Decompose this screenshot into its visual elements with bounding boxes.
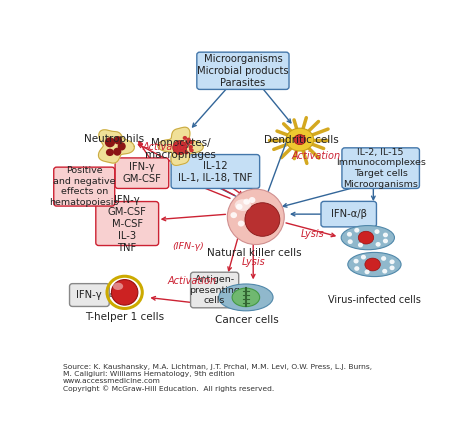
Text: Virus-infected cells: Virus-infected cells bbox=[328, 295, 421, 305]
Text: IFN-γ: IFN-γ bbox=[76, 290, 102, 300]
Circle shape bbox=[189, 145, 193, 149]
Text: Antigen-
presenting
cells: Antigen- presenting cells bbox=[189, 275, 240, 305]
Text: Natural killer cells: Natural killer cells bbox=[207, 248, 301, 258]
Circle shape bbox=[390, 266, 395, 270]
Circle shape bbox=[185, 140, 189, 144]
Ellipse shape bbox=[294, 135, 306, 145]
FancyBboxPatch shape bbox=[321, 201, 376, 227]
Circle shape bbox=[383, 232, 388, 237]
Circle shape bbox=[189, 148, 194, 152]
Circle shape bbox=[182, 136, 187, 140]
Circle shape bbox=[374, 229, 380, 234]
Circle shape bbox=[184, 150, 189, 154]
Circle shape bbox=[186, 138, 191, 142]
Ellipse shape bbox=[286, 128, 314, 151]
Polygon shape bbox=[99, 130, 134, 163]
Circle shape bbox=[236, 204, 243, 210]
FancyBboxPatch shape bbox=[115, 158, 169, 188]
Circle shape bbox=[382, 269, 387, 273]
Circle shape bbox=[347, 232, 352, 237]
Ellipse shape bbox=[111, 279, 138, 305]
Circle shape bbox=[383, 238, 388, 243]
Circle shape bbox=[358, 243, 363, 247]
FancyBboxPatch shape bbox=[191, 272, 239, 308]
Text: Dendritic cells: Dendritic cells bbox=[264, 135, 339, 145]
Text: T-helper 1 cells: T-helper 1 cells bbox=[85, 312, 164, 322]
Ellipse shape bbox=[118, 142, 126, 150]
Circle shape bbox=[243, 199, 250, 205]
Circle shape bbox=[361, 255, 366, 259]
Text: IFN-α/β: IFN-α/β bbox=[331, 209, 367, 219]
Ellipse shape bbox=[114, 136, 122, 144]
Circle shape bbox=[381, 256, 386, 261]
Text: Activation: Activation bbox=[168, 276, 217, 286]
Circle shape bbox=[354, 228, 359, 232]
Circle shape bbox=[189, 140, 194, 144]
Ellipse shape bbox=[232, 288, 260, 307]
Circle shape bbox=[238, 221, 245, 227]
FancyBboxPatch shape bbox=[70, 284, 109, 307]
FancyBboxPatch shape bbox=[96, 201, 159, 245]
Text: IFN-γ
GM-CSF: IFN-γ GM-CSF bbox=[122, 162, 161, 184]
Ellipse shape bbox=[235, 199, 251, 211]
Text: IL-12
IL-1, IL-18, TNF: IL-12 IL-1, IL-18, TNF bbox=[178, 160, 253, 183]
Text: Activation: Activation bbox=[142, 142, 191, 152]
Text: Positive
and negative
effects on
hematopoiesis: Positive and negative effects on hematop… bbox=[50, 166, 119, 207]
FancyBboxPatch shape bbox=[54, 167, 115, 206]
Text: Activation: Activation bbox=[292, 151, 341, 161]
Ellipse shape bbox=[219, 284, 273, 311]
Ellipse shape bbox=[113, 283, 123, 290]
Text: Source: K. Kaushansky, M.A. Lichtman, J.T. Prchal, M.M. Levi, O.W. Press, L.J. B: Source: K. Kaushansky, M.A. Lichtman, J.… bbox=[63, 364, 372, 392]
Circle shape bbox=[375, 242, 381, 247]
FancyBboxPatch shape bbox=[197, 52, 289, 89]
Circle shape bbox=[347, 239, 353, 244]
Ellipse shape bbox=[228, 189, 284, 245]
Ellipse shape bbox=[105, 137, 115, 147]
FancyBboxPatch shape bbox=[342, 148, 419, 188]
Circle shape bbox=[354, 266, 359, 271]
Circle shape bbox=[354, 259, 359, 263]
Text: Cancer cells: Cancer cells bbox=[216, 315, 279, 325]
Ellipse shape bbox=[365, 258, 380, 271]
Ellipse shape bbox=[173, 141, 187, 155]
FancyBboxPatch shape bbox=[171, 154, 260, 188]
Circle shape bbox=[249, 197, 255, 203]
Text: Monocytes/
macrophages: Monocytes/ macrophages bbox=[145, 138, 216, 160]
Polygon shape bbox=[158, 127, 203, 165]
Ellipse shape bbox=[245, 203, 280, 236]
Text: Lysis: Lysis bbox=[301, 228, 325, 238]
Ellipse shape bbox=[113, 148, 121, 156]
Text: IL-2, IL-15
Immunocomplexes
Target cells
Microorganisms: IL-2, IL-15 Immunocomplexes Target cells… bbox=[336, 147, 426, 189]
Ellipse shape bbox=[341, 225, 394, 250]
Text: Lysis: Lysis bbox=[242, 257, 266, 267]
Ellipse shape bbox=[106, 149, 114, 156]
Circle shape bbox=[390, 259, 395, 264]
Text: Neutrophils: Neutrophils bbox=[83, 134, 144, 144]
Ellipse shape bbox=[348, 252, 401, 276]
Ellipse shape bbox=[358, 231, 374, 244]
Circle shape bbox=[230, 212, 237, 218]
Text: (IFN-γ): (IFN-γ) bbox=[173, 242, 204, 251]
Circle shape bbox=[365, 269, 370, 274]
Text: Microorganisms
Microbial products
Parasites: Microorganisms Microbial products Parasi… bbox=[197, 54, 289, 88]
Text: IFN-γ
GM-CSF
M-CSF
IL-3
TNF: IFN-γ GM-CSF M-CSF IL-3 TNF bbox=[108, 194, 146, 252]
